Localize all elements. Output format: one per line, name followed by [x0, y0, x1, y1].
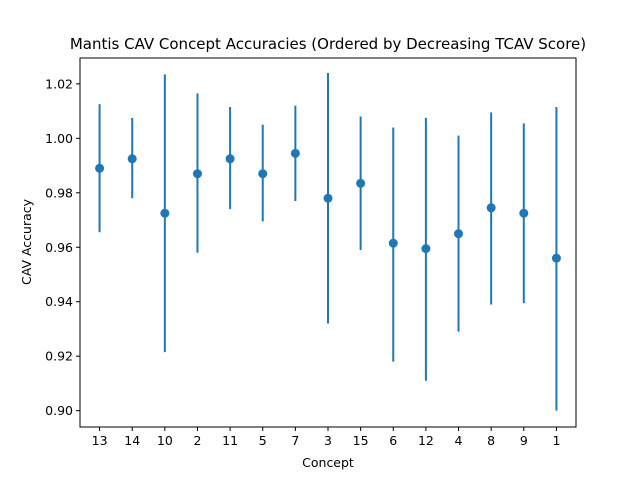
data-point [225, 154, 235, 164]
data-point [421, 244, 431, 254]
x-tick-label: 8 [487, 433, 495, 448]
x-tick-label: 3 [324, 433, 332, 448]
x-tick-label: 7 [291, 433, 299, 448]
data-point [258, 169, 268, 179]
x-tick-label: 9 [520, 433, 528, 448]
x-axis-label: Concept [302, 455, 354, 470]
x-tick-label: 12 [418, 433, 434, 448]
data-point [290, 148, 300, 158]
y-tick-label: 0.92 [45, 349, 73, 364]
y-tick-label: 0.94 [45, 294, 73, 309]
x-tick-label: 5 [259, 433, 267, 448]
y-tick-label: 1.00 [45, 131, 73, 146]
data-point [486, 203, 496, 213]
data-point [160, 208, 170, 218]
data-point [192, 169, 202, 179]
data-point [388, 238, 398, 248]
data-point [519, 208, 529, 218]
y-tick-label: 0.96 [45, 240, 73, 255]
x-tick-label: 6 [389, 433, 397, 448]
x-tick-label: 4 [455, 433, 463, 448]
x-tick-label: 15 [353, 433, 369, 448]
y-tick-label: 0.98 [45, 185, 73, 200]
y-tick-label: 0.90 [45, 403, 73, 418]
data-point [323, 193, 333, 203]
x-tick-label: 14 [124, 433, 140, 448]
data-point [95, 163, 105, 173]
y-axis-label: CAV Accuracy [19, 198, 34, 285]
x-tick-label: 11 [222, 433, 238, 448]
plot-area [95, 72, 561, 411]
data-point [551, 253, 561, 263]
x-tick-label: 1 [552, 433, 560, 448]
y-tick-label: 1.02 [45, 76, 73, 91]
chart-title: Mantis CAV Concept Accuracies (Ordered b… [70, 35, 586, 53]
x-tick-label: 10 [157, 433, 173, 448]
x-tick-label: 13 [92, 433, 108, 448]
data-point [356, 178, 366, 188]
data-point [127, 154, 137, 164]
x-tick-label: 2 [193, 433, 201, 448]
y-axis: 0.90 0.92 0.94 0.96 0.98 1.00 1.02 [45, 76, 80, 418]
data-point [454, 229, 464, 239]
x-axis: 13 14 10 2 11 5 7 3 15 6 12 4 8 9 1 [92, 427, 560, 448]
